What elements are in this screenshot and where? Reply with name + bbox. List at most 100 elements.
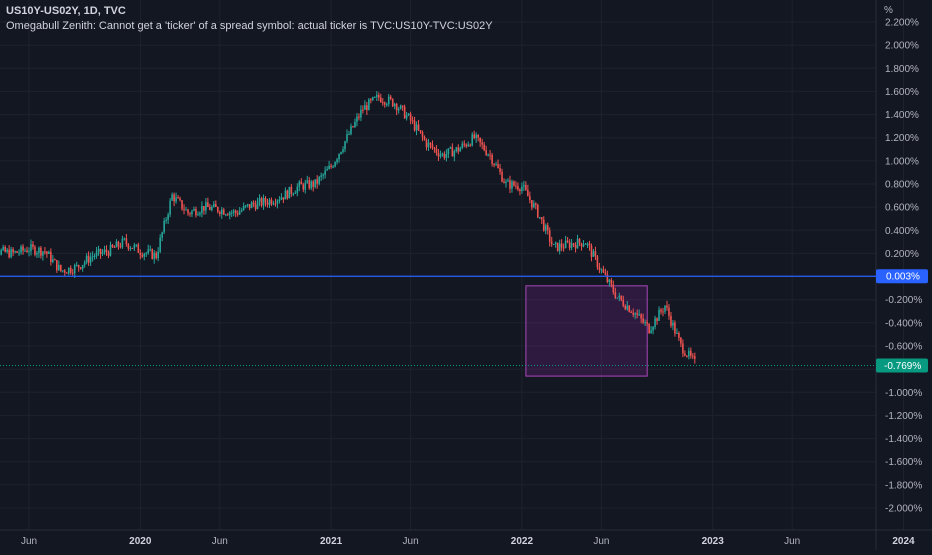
candle-body [56, 259, 58, 271]
candle-body [527, 189, 529, 197]
candle-body [676, 332, 678, 334]
price-tick-label: -0.400% [885, 318, 922, 329]
candle-body [374, 96, 376, 98]
candle-body [366, 105, 368, 111]
highlight-rectangle[interactable] [525, 285, 648, 377]
candle-body [544, 225, 547, 231]
candle-body [519, 189, 521, 192]
price-tick-label: 1.200% [885, 133, 919, 144]
candle-body [485, 150, 487, 155]
candle-body [232, 210, 235, 213]
candle-body [254, 204, 257, 209]
candle-body [73, 265, 76, 274]
candle-body [443, 153, 446, 158]
candle-body [501, 171, 503, 182]
candle-body [690, 350, 692, 356]
horizontal-level-label: 0.003% [886, 272, 920, 283]
candle-body [678, 332, 680, 338]
time-tick-label: Jun [784, 536, 800, 547]
candle-body [477, 134, 479, 138]
candle-body [125, 238, 128, 244]
candle-body [511, 181, 513, 189]
candle-body [362, 109, 364, 111]
candle-body [584, 243, 587, 245]
candle-body [256, 201, 259, 209]
candle-body [0, 249, 2, 255]
candle-body [594, 251, 597, 257]
candle-body [328, 165, 330, 170]
candle-body [568, 242, 571, 248]
candle-body [234, 210, 237, 214]
candle-body [376, 95, 378, 97]
candle-body [91, 256, 94, 258]
candle-body [475, 134, 477, 138]
candle-body [385, 104, 388, 106]
candle-body [139, 252, 142, 255]
time-tick-label: 2020 [129, 536, 152, 547]
time-tick-label: Jun [593, 536, 609, 547]
candle-body [189, 213, 191, 215]
candle-body [147, 249, 150, 253]
candle-body [622, 299, 625, 306]
candle-body [131, 247, 134, 249]
candle-body [344, 141, 346, 150]
candle-body [644, 322, 646, 324]
symbol-title[interactable]: US10Y-US02Y, 1D, TVC [6, 5, 126, 17]
candle-body [694, 356, 696, 359]
candle-body [640, 314, 642, 319]
candle-body [503, 181, 505, 183]
candle-body [8, 249, 10, 258]
candle-body [133, 245, 136, 249]
candle-body [226, 214, 229, 216]
candle-body [12, 249, 14, 253]
candle-body [364, 105, 366, 110]
candle-body [624, 305, 627, 310]
candle-body [576, 238, 579, 249]
candle-body [381, 102, 384, 104]
candle-body [215, 203, 217, 207]
indicator-error-note: Omegabull Zenith: Cannot get a 'ticker' … [6, 20, 493, 32]
candle-body [389, 96, 392, 99]
candle-body [157, 251, 159, 259]
candle-body [445, 153, 448, 158]
price-tick-label: -1.600% [885, 457, 922, 468]
candle-body [395, 104, 398, 111]
candle-body [379, 97, 382, 103]
candle-body [535, 203, 537, 205]
time-tick-label: 2023 [702, 536, 725, 547]
candle-body [298, 181, 301, 187]
candle-body [22, 246, 24, 251]
candle-body [441, 153, 444, 155]
candle-body [71, 272, 74, 274]
candle-body [447, 148, 450, 154]
candle-body [272, 203, 275, 205]
candle-body [338, 153, 340, 160]
candle-body [674, 322, 676, 334]
candle-body [346, 134, 348, 142]
candle-body [81, 265, 84, 269]
candle-body [48, 251, 50, 254]
candle-body [632, 312, 634, 315]
candle-body [636, 313, 638, 315]
candle-body [372, 97, 374, 101]
candle-body [115, 241, 118, 248]
price-tick-label: 1.000% [885, 156, 919, 167]
candle-body [149, 249, 152, 251]
candle-body [69, 267, 72, 273]
candle-body [187, 209, 189, 214]
candle-body [582, 244, 585, 247]
candle-body [461, 143, 464, 148]
price-tick-label: 1.600% [885, 87, 919, 98]
candle-body [499, 168, 501, 172]
candle-body [26, 250, 28, 253]
candle-body [429, 142, 432, 145]
candle-body [548, 230, 551, 242]
candle-body [648, 323, 650, 334]
candle-body [246, 204, 249, 206]
candle-body [244, 205, 247, 207]
candle-body [119, 246, 122, 248]
candle-body [280, 197, 283, 200]
price-tick-label: 0.200% [885, 249, 919, 260]
